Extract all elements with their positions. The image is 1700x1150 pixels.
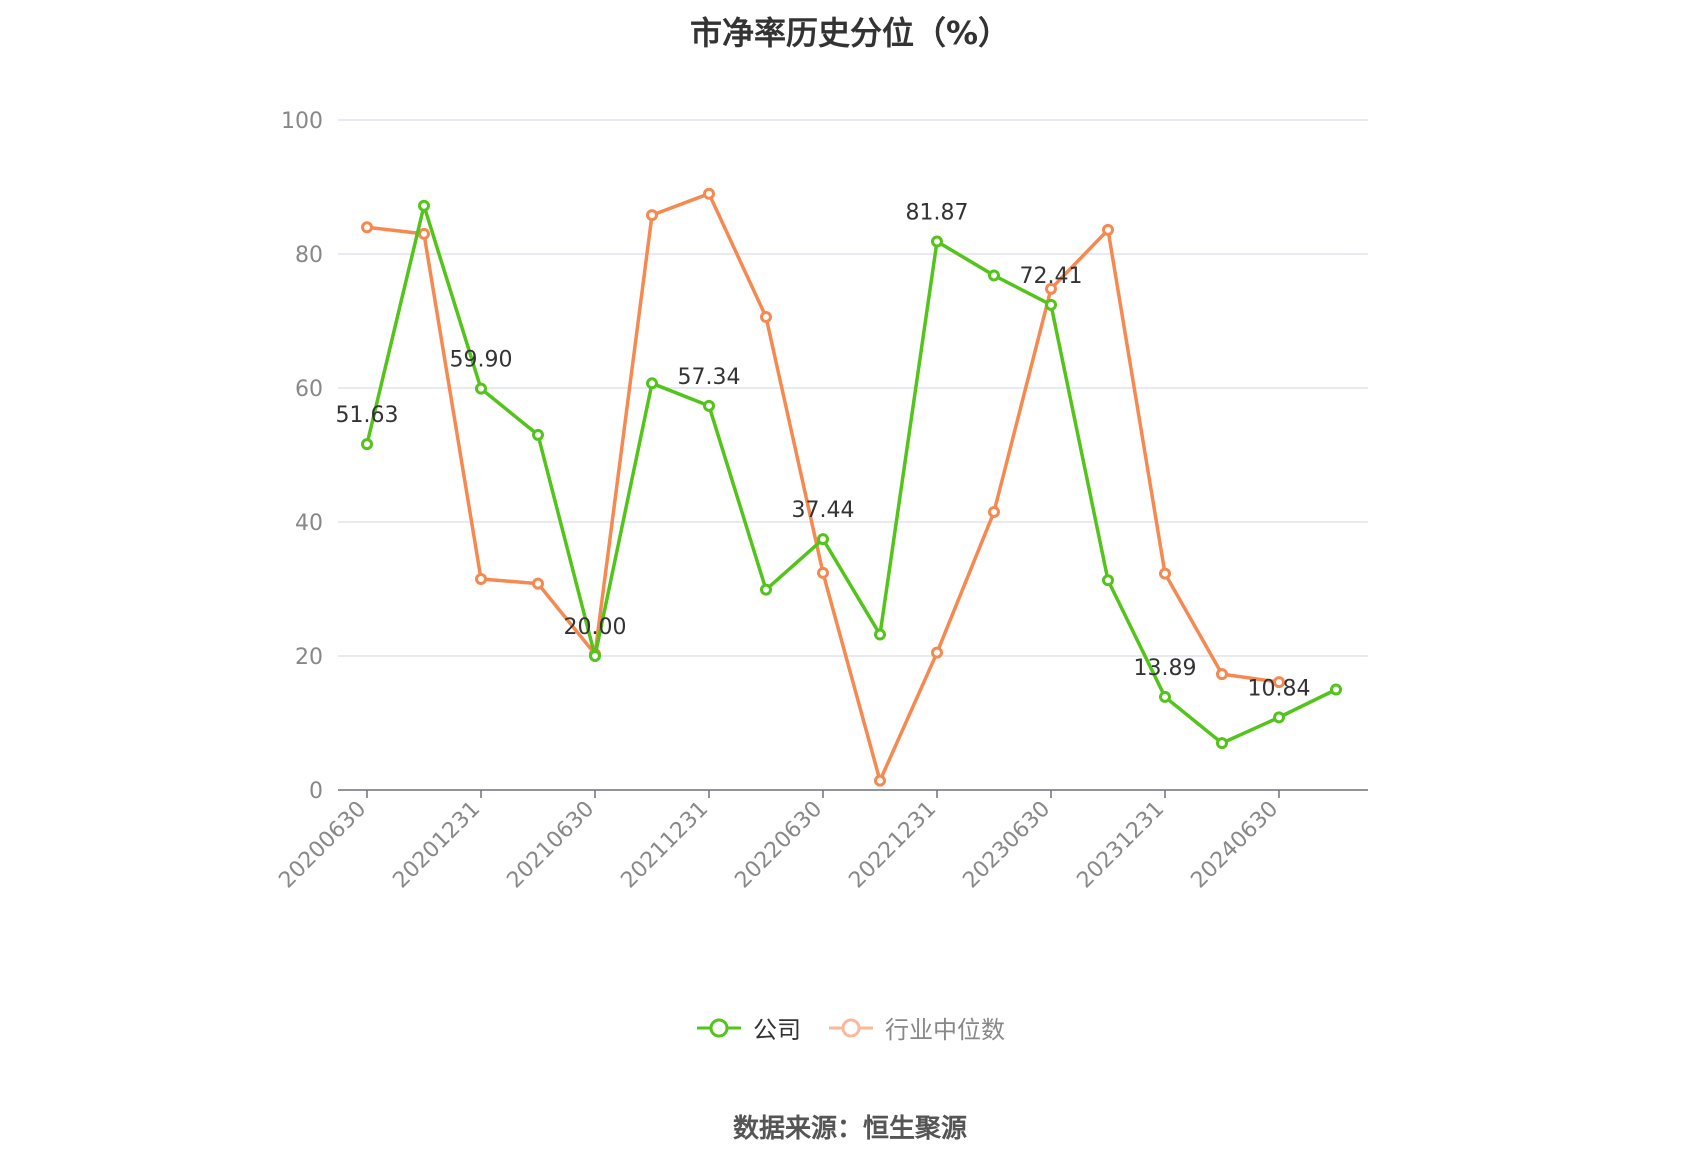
- y-tick-label: 0: [309, 779, 323, 804]
- data-label: 57.34: [678, 365, 741, 390]
- x-tick-label: 20201231: [388, 797, 485, 894]
- data-point[interactable]: [988, 269, 1000, 282]
- data-label: 20.00: [564, 615, 627, 640]
- data-point[interactable]: [1216, 737, 1228, 750]
- series-industry-median: [361, 187, 1285, 787]
- data-labels: 51.63 59.90 20.00 57.34 37.44 81.87 72.41 13.89…: [336, 200, 1311, 701]
- data-point[interactable]: [817, 566, 829, 579]
- x-tick-label: 20220630: [730, 797, 827, 894]
- data-point[interactable]: [874, 774, 886, 787]
- legend-item-company[interactable]: 公司: [695, 1010, 801, 1045]
- data-label: 81.87: [906, 200, 969, 225]
- data-point[interactable]: [931, 235, 943, 248]
- data-label: 72.41: [1020, 264, 1083, 289]
- data-source: 数据来源：恒生聚源: [732, 1114, 967, 1144]
- series-layer: [361, 187, 1342, 787]
- series-line: [365, 204, 1337, 745]
- data-point[interactable]: [1045, 282, 1057, 295]
- data-point[interactable]: [1159, 567, 1171, 580]
- data-point[interactable]: [760, 310, 772, 323]
- y-tick-label: 40: [295, 511, 323, 536]
- series-line: [366, 191, 1280, 783]
- y-tick-label: 80: [295, 243, 323, 268]
- data-label: 13.89: [1134, 656, 1197, 681]
- x-tick-label: 20240630: [1186, 797, 1283, 894]
- data-point[interactable]: [817, 533, 829, 546]
- grid-lines: [338, 119, 1368, 657]
- data-point[interactable]: [475, 572, 487, 585]
- legend-industry-icon: [829, 1018, 873, 1037]
- data-point[interactable]: [931, 646, 943, 659]
- legend-label-company: 公司: [753, 1016, 801, 1044]
- data-point[interactable]: [874, 628, 886, 641]
- data-point[interactable]: [646, 377, 658, 390]
- legend-item-industry[interactable]: 行业中位数: [827, 1010, 1005, 1045]
- data-point[interactable]: [1159, 690, 1171, 703]
- chart-title: 市净率历史分位（%）: [689, 14, 1011, 52]
- x-tick-label: 20211231: [616, 797, 713, 894]
- y-tick-label: 60: [295, 377, 323, 402]
- data-point[interactable]: [532, 428, 544, 441]
- data-point[interactable]: [988, 505, 1000, 518]
- legend-label-industry: 行业中位数: [885, 1016, 1005, 1044]
- data-point[interactable]: [475, 382, 487, 395]
- x-tick-label: 20221231: [844, 797, 941, 894]
- data-point[interactable]: [418, 227, 430, 240]
- x-tick-label: 20200630: [274, 797, 371, 894]
- data-label: 37.44: [792, 498, 855, 523]
- data-point[interactable]: [1273, 676, 1285, 689]
- data-label: 10.84: [1248, 676, 1311, 701]
- data-point[interactable]: [1273, 711, 1285, 724]
- y-axis: 0 20 40 60 80 100: [281, 109, 323, 804]
- data-point[interactable]: [1330, 683, 1342, 696]
- data-label: 51.63: [336, 403, 399, 428]
- data-point[interactable]: [703, 187, 715, 200]
- data-point[interactable]: [1102, 223, 1114, 236]
- data-point[interactable]: [1045, 298, 1057, 311]
- x-tick-label: 20230630: [958, 797, 1055, 894]
- data-point[interactable]: [703, 399, 715, 412]
- data-point[interactable]: [589, 650, 601, 662]
- data-point[interactable]: [418, 199, 430, 212]
- data-point[interactable]: [646, 209, 658, 222]
- data-label: 59.90: [450, 348, 513, 373]
- series-company: [361, 199, 1342, 750]
- x-tick-label: 20231231: [1072, 797, 1169, 894]
- data-point[interactable]: [361, 221, 373, 234]
- x-tick-label: 20210630: [502, 797, 599, 894]
- legend: 公司 行业中位数: [0, 1010, 1700, 1045]
- y-tick-label: 100: [281, 109, 323, 134]
- legend-company-icon: [697, 1018, 741, 1037]
- data-point[interactable]: [1102, 574, 1114, 587]
- data-point[interactable]: [760, 583, 772, 596]
- data-point[interactable]: [361, 438, 373, 451]
- x-axis: 20200630 20201231 20210630 20211231 20220630…: [274, 789, 1368, 894]
- data-point[interactable]: [532, 577, 544, 590]
- data-point[interactable]: [1216, 668, 1228, 681]
- y-tick-label: 20: [295, 645, 323, 670]
